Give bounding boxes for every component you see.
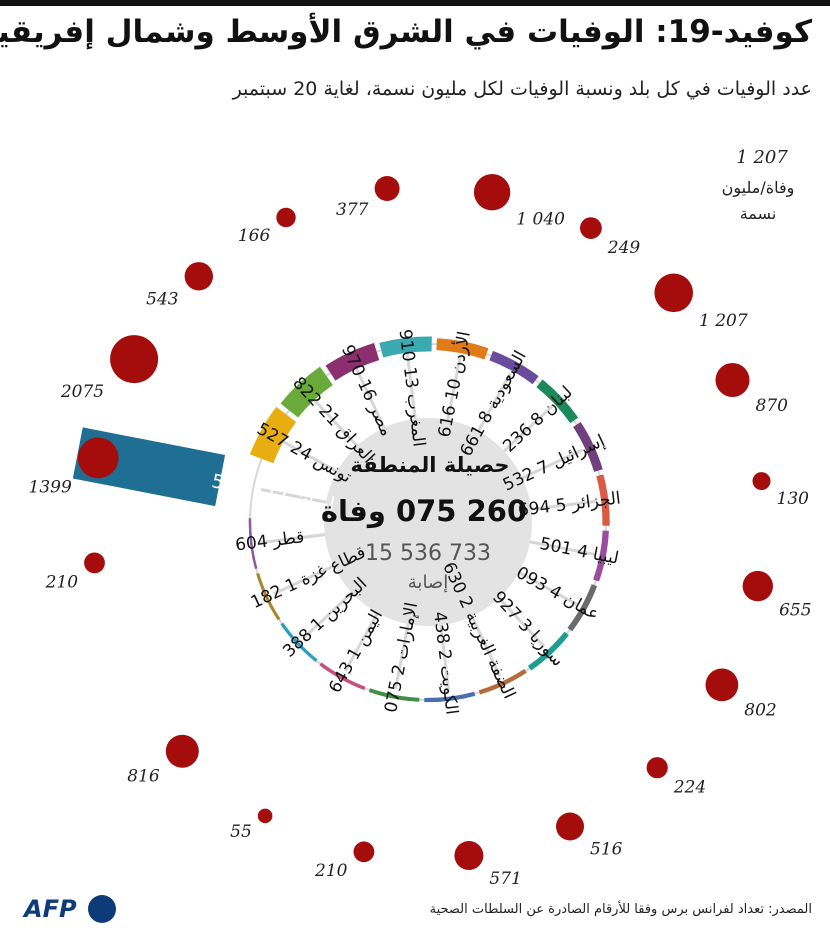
arc-segment [478,669,527,695]
per-million-value: 1 207 [699,311,748,331]
per-million-value: 543 [146,290,178,310]
per-million-value: 571 [489,869,521,889]
afp-logo-dot [88,895,116,923]
per-million-value: 802 [744,700,776,720]
per-million-value: 655 [779,600,811,620]
per-million-value: 816 [127,767,160,787]
per-million-bubble [742,570,773,602]
center-cases-label: إصابة [408,572,448,593]
center-disc [324,418,532,626]
center-total-deaths: 260 075 وفاة [321,494,527,528]
per-million-bubble [454,841,484,870]
afp-logo: AFP [24,895,124,927]
per-million-bubble [374,176,400,201]
per-million-bubble [165,734,199,768]
afp-logo-text: AFP [24,895,77,923]
per-million-bubble [353,841,375,863]
country-label: لبنان 8 236 [499,382,576,456]
per-million-value: 516 [590,840,623,860]
per-million-value: 249 [607,238,641,258]
per-million-bubble [646,757,668,779]
center-heading: حصيلة المنطقة [350,453,509,477]
arc-segment [567,584,598,632]
per-million-value: 55 [230,822,252,842]
arc-segment [256,572,281,621]
per-million-value: 224 [673,777,706,797]
arc-segment [379,336,432,358]
legend-unit-line2: نسمة [740,204,777,223]
per-million-bubble [580,217,602,240]
legend-unit-line1: وفاة/مليون [722,178,795,198]
arc-segment [436,338,489,360]
arc-segment [325,343,380,381]
country-label: قطر 604 [234,527,305,555]
per-million-value: 210 [45,572,79,592]
per-million-bubble [184,262,213,291]
arc-segment [527,631,569,671]
country-label: الإمارات 2 075 [381,601,422,714]
per-million-value: 1 040 [516,209,565,229]
legend-value: 1 207 [736,147,788,168]
arc-segment [249,406,297,464]
per-million-bubble [257,808,273,824]
per-million-bubble [77,437,119,479]
arc-segment [368,688,420,702]
arc-segment [596,474,610,526]
center-total-cases: 15 536 733 [365,541,491,566]
per-million-value: 377 [336,200,369,220]
per-million-value: 870 [756,396,789,416]
top-rule [0,0,830,6]
per-million-bubble [276,207,296,228]
chart-subtitle: عدد الوفيات في كل بلد ونسبة الوفيات لكل … [232,78,812,100]
per-million-bubble [752,472,771,491]
per-million-value: 130 [777,489,810,509]
arc-segment [489,350,539,385]
per-million-bubble [654,273,693,313]
arc-segment [319,662,366,691]
per-million-value: 1399 [29,477,72,497]
country-label: إيران 117 526 [210,470,337,516]
source-note: المصدر: تعداد لفرانس برس وفقا للأرقام ال… [429,902,812,917]
arc-segment [280,622,318,662]
arc-segment [424,691,476,703]
per-million-bubble [473,174,511,211]
arc-segment [536,379,579,424]
per-million-bubble [84,552,105,574]
per-million-bubble [705,668,739,702]
arc-segment [573,422,603,472]
per-million-bubble [556,812,584,841]
per-million-value: 210 [314,861,348,881]
per-million-value: 166 [238,226,271,246]
arc-segment [248,518,258,570]
arc-segment [280,366,334,418]
chart-title: كوفيد-19: الوفيات في الشرق الأوسط وشمال … [0,14,812,50]
arc-segment [593,530,609,582]
per-million-bubble [715,363,750,397]
per-million-value: 2075 [60,382,104,402]
per-million-bubble [110,335,159,384]
